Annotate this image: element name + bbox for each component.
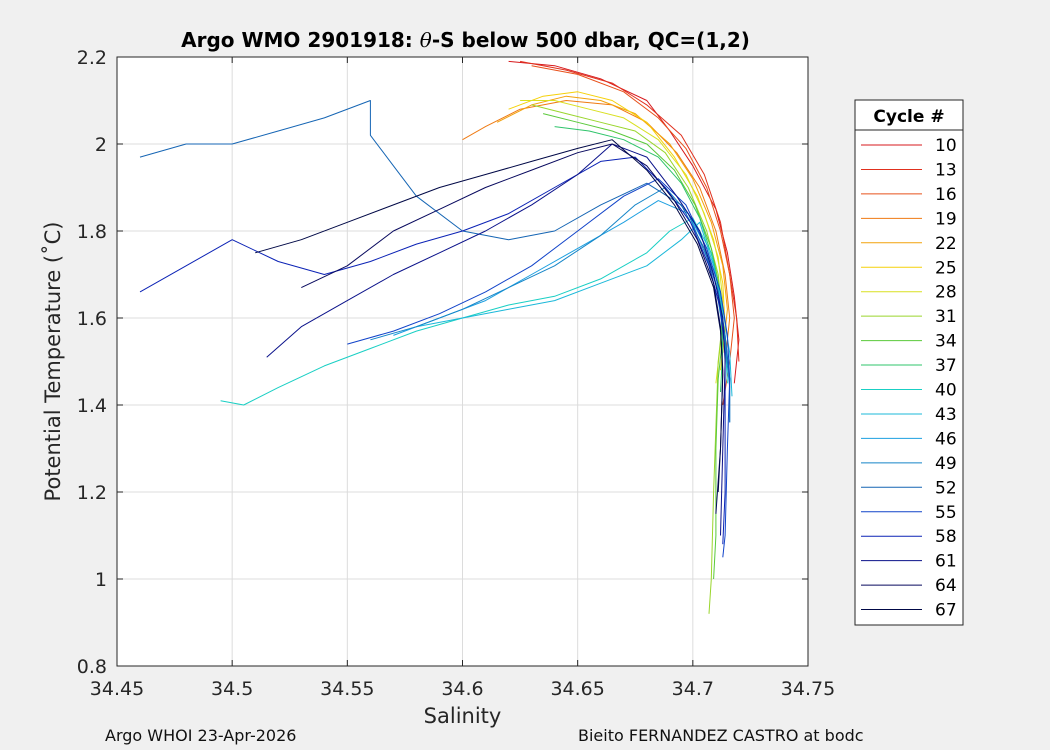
y-tick-label: 1.8 [77,221,107,243]
x-tick-label: 34.7 [672,678,714,700]
legend-label-cycle-10: 10 [935,136,957,156]
y-axis-label: Potential Temperature (˚C) [41,222,65,502]
series-line-cycle-25 [508,91,726,371]
series-line-cycle-22 [496,95,728,353]
series-line-cycle-31 [531,104,724,614]
legend-label-cycle-67: 67 [935,601,957,621]
x-tick-label: 34.6 [441,678,483,700]
series-line-cycle-55 [347,178,731,558]
legend-label-cycle-46: 46 [935,429,957,449]
series-line-cycle-16 [531,65,735,406]
legend-title: Cycle # [873,107,944,127]
legend-label-cycle-55: 55 [935,503,957,523]
title-prefix: Argo WMO 2901918: [181,28,420,52]
x-tick-label: 34.45 [90,678,144,700]
series-line-cycle-13 [520,60,740,362]
y-tick-label: 2.2 [77,47,107,69]
legend-label-cycle-49: 49 [935,454,957,474]
y-tick-label: 1 [95,569,107,591]
series-line-cycle-37 [554,126,724,393]
footer-right: Bieito FERNANDEZ CASTRO at bodc [578,726,864,745]
title-suffix: -S below 500 dbar, QC=(1,2) [432,28,750,52]
series-line-cycle-34 [542,113,724,580]
x-tick-label: 34.65 [550,678,604,700]
legend-label-cycle-58: 58 [935,527,957,547]
y-tick-label: 1.2 [77,482,107,504]
legend-label-cycle-28: 28 [935,283,957,303]
chart-title: Argo WMO 2901918: θ-S below 500 dbar, QC… [181,28,750,52]
legend-label-cycle-40: 40 [935,381,957,401]
legend-label-cycle-43: 43 [935,405,957,425]
legend-label-cycle-37: 37 [935,356,957,376]
title-theta: θ [420,28,432,52]
legend-label-cycle-31: 31 [935,307,957,327]
legend-label-cycle-16: 16 [935,185,957,205]
y-tick-label: 0.8 [77,656,107,678]
series-line-cycle-67 [255,139,724,493]
y-tick-label: 1.4 [77,395,107,417]
y-tick-label: 1.6 [77,308,107,330]
legend-label-cycle-25: 25 [935,258,957,278]
legend-label-cycle-64: 64 [935,576,957,596]
legend-label-cycle-52: 52 [935,478,957,498]
y-tick-label: 2 [95,134,107,156]
legend-label-cycle-34: 34 [935,332,957,352]
legend-label-cycle-22: 22 [935,234,957,254]
legend-label-cycle-19: 19 [935,209,957,229]
x-tick-label: 34.5 [211,678,253,700]
x-tick-label: 34.55 [320,678,374,700]
legend-label-cycle-61: 61 [935,552,957,572]
x-axis-label: Salinity [424,704,502,728]
x-tick-label: 34.75 [781,678,835,700]
legend-box [854,99,964,626]
footer-left: Argo WHOI 23-Apr-2026 [105,726,297,745]
legend-label-cycle-13: 13 [935,160,957,180]
